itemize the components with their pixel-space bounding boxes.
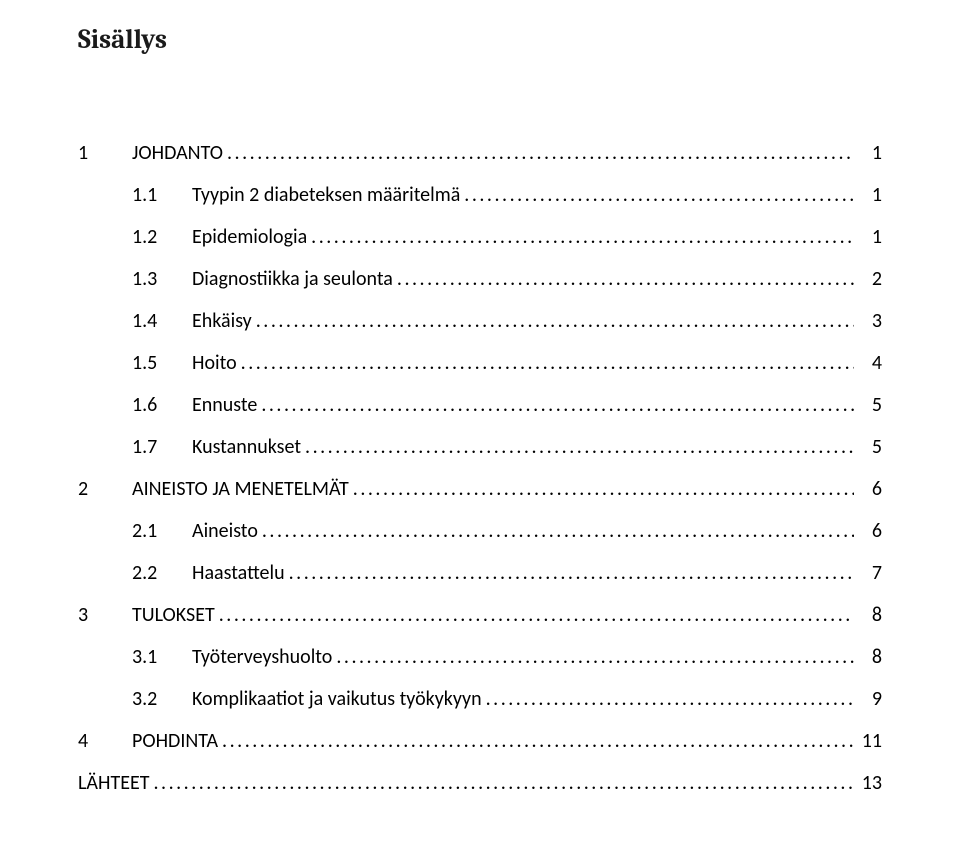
toc-entry-page: 5 — [858, 395, 882, 415]
toc-leader-dots — [336, 647, 854, 667]
toc-entry-label: Ennuste — [192, 395, 257, 415]
toc-leader-dots — [222, 731, 854, 751]
toc-entry-number: 1.1 — [132, 185, 192, 205]
toc-entry-label: Kustannukset — [192, 437, 301, 457]
toc-entry-page: 11 — [858, 731, 882, 751]
toc-entry-number: 3.1 — [132, 647, 192, 667]
toc-entry-label: Aineisto — [192, 521, 258, 541]
toc-entry-number: 1.6 — [132, 395, 192, 415]
toc-entry-page: 1 — [858, 143, 882, 163]
toc-entry-label: Ehkäisy — [192, 311, 252, 331]
toc-entry-label: Haastattelu — [192, 563, 285, 583]
toc-entry-page: 6 — [858, 521, 882, 541]
toc-entry-number: 1 — [78, 143, 132, 163]
toc-entry-number: 1.4 — [132, 311, 192, 331]
toc-entry: 2AINEISTO JA MENETELMÄT 6 — [78, 479, 882, 499]
toc-leader-dots — [289, 563, 854, 583]
toc-entry: 3TULOKSET 8 — [78, 605, 882, 625]
toc-entry-page: 8 — [858, 605, 882, 625]
toc-leader-dots — [486, 689, 854, 709]
toc-entry-label: LÄHTEET — [78, 773, 149, 793]
toc-entry-page: 9 — [858, 689, 882, 709]
toc-entry-page: 1 — [858, 185, 882, 205]
toc-entry-number: 3 — [78, 605, 132, 625]
toc-entry-label: TULOKSET — [132, 605, 215, 625]
toc-leader-dots — [153, 773, 854, 793]
toc-entry-number: 2.2 — [132, 563, 192, 583]
toc-leader-dots — [256, 311, 854, 331]
toc-entry-page: 7 — [858, 563, 882, 583]
toc-entry-number: 1.7 — [132, 437, 192, 457]
toc-entry: 1.4Ehkäisy 3 — [78, 311, 882, 331]
toc-entry-label: POHDINTA — [132, 731, 218, 751]
toc-entry-number: 1.3 — [132, 269, 192, 289]
toc-entry: 1.6Ennuste 5 — [78, 395, 882, 415]
toc-title: Sisällys — [78, 24, 882, 55]
toc-leader-dots — [262, 521, 854, 541]
toc-entry-label: Komplikaatiot ja vaikutus työkykyyn — [192, 689, 482, 709]
toc-entry-number: 2.1 — [132, 521, 192, 541]
toc-leader-dots — [464, 185, 854, 205]
toc-entry-page: 2 — [858, 269, 882, 289]
toc-entry-page: 3 — [858, 311, 882, 331]
toc-entry-label: Tyypin 2 diabeteksen määritelmä — [192, 185, 460, 205]
toc-entry: 3.2Komplikaatiot ja vaikutus työkykyyn 9 — [78, 689, 882, 709]
toc-entry-label: Työterveyshuolto — [192, 647, 332, 667]
toc-leader-dots — [227, 143, 854, 163]
toc-entry: 2.2Haastattelu 7 — [78, 563, 882, 583]
toc-entry-page: 4 — [858, 353, 882, 373]
toc-entry-label: AINEISTO JA MENETELMÄT — [132, 479, 349, 499]
toc-leader-dots — [353, 479, 854, 499]
toc-entry-number: 1.2 — [132, 227, 192, 247]
document-page: Sisällys 1JOHDANTO11.1Tyypin 2 diabeteks… — [0, 0, 960, 793]
toc-entry-page: 1 — [858, 227, 882, 247]
toc-entry-number: 3.2 — [132, 689, 192, 709]
toc-entry-label: Diagnostiikka ja seulonta — [192, 269, 393, 289]
toc-leader-dots — [397, 269, 854, 289]
toc-entry: 4POHDINTA 11 — [78, 731, 882, 751]
toc-entry-page: 6 — [858, 479, 882, 499]
toc-entry: LÄHTEET 13 — [78, 773, 882, 793]
toc-entry: 1.3Diagnostiikka ja seulonta 2 — [78, 269, 882, 289]
toc-entry-label: Hoito — [192, 353, 237, 373]
toc-entry-page: 13 — [858, 773, 882, 793]
toc-entry-page: 8 — [858, 647, 882, 667]
toc-leader-dots — [305, 437, 854, 457]
toc-leader-dots — [311, 227, 854, 247]
toc-entry: 1.1Tyypin 2 diabeteksen määritelmä 1 — [78, 185, 882, 205]
toc-entry: 2.1Aineisto 6 — [78, 521, 882, 541]
toc-leader-dots — [241, 353, 854, 373]
toc-entry-number: 4 — [78, 731, 132, 751]
toc-entry: 3.1Työterveyshuolto 8 — [78, 647, 882, 667]
toc-entry: 1JOHDANTO1 — [78, 143, 882, 163]
toc-entry: 1.2Epidemiologia 1 — [78, 227, 882, 247]
table-of-contents: 1JOHDANTO11.1Tyypin 2 diabeteksen määrit… — [78, 143, 882, 793]
toc-entry-page: 5 — [858, 437, 882, 457]
toc-entry: 1.5Hoito 4 — [78, 353, 882, 373]
toc-leader-dots — [219, 605, 854, 625]
toc-entry-number: 2 — [78, 479, 132, 499]
toc-entry-number: 1.5 — [132, 353, 192, 373]
toc-entry: 1.7Kustannukset 5 — [78, 437, 882, 457]
toc-entry-label: JOHDANTO — [132, 143, 223, 163]
toc-entry-label: Epidemiologia — [192, 227, 307, 247]
toc-leader-dots — [261, 395, 854, 415]
